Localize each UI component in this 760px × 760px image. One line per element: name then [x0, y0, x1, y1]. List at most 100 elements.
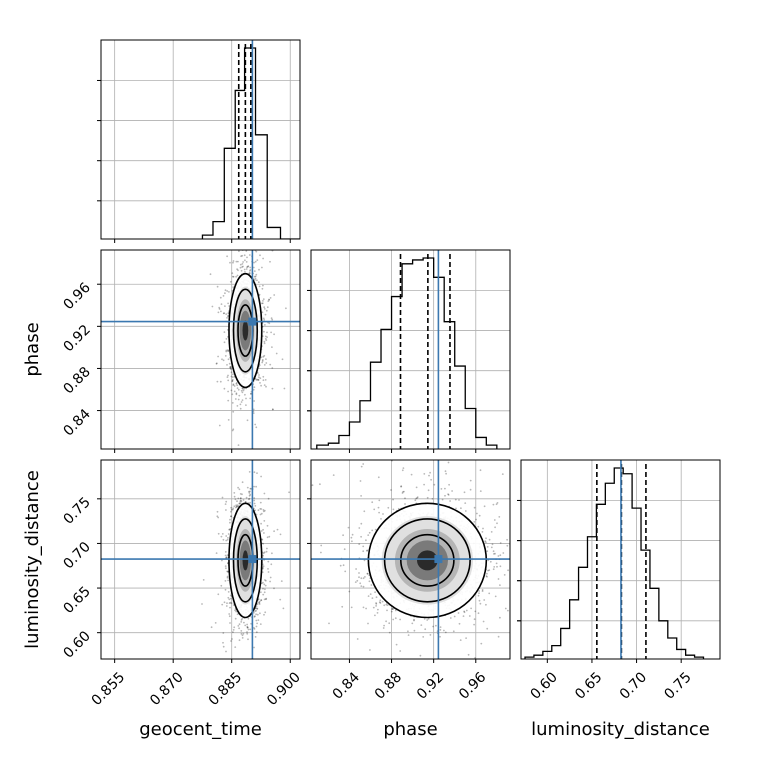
sample-point: [238, 502, 241, 504]
sample-point: [269, 363, 272, 366]
sample-point: [269, 580, 271, 583]
sample-point: [457, 612, 460, 614]
histogram-bar: [659, 621, 668, 659]
sample-point: [227, 537, 229, 539]
sample-point: [238, 627, 241, 630]
sample-point: [201, 603, 203, 605]
sample-point: [263, 613, 265, 616]
sample-point: [237, 486, 240, 489]
sample-point: [238, 639, 241, 642]
sample-point: [230, 375, 233, 378]
sample-point: [441, 498, 444, 501]
sample-point: [263, 583, 266, 586]
sample-point: [226, 290, 229, 292]
sample-point: [262, 528, 264, 531]
sample-point: [249, 493, 252, 496]
sample-point: [209, 273, 212, 276]
sample-point: [221, 533, 224, 535]
sample-point: [231, 378, 234, 381]
sample-point: [246, 451, 248, 453]
sample-point: [262, 587, 264, 590]
sample-point: [427, 618, 430, 620]
sample-point: [226, 602, 228, 605]
sample-point: [263, 492, 266, 495]
sample-point: [230, 640, 232, 642]
sample-point: [244, 393, 246, 396]
sample-point: [249, 397, 252, 400]
sample-point: [224, 292, 226, 295]
sample-point: [447, 494, 450, 496]
sample-point: [261, 361, 264, 364]
sample-point: [401, 469, 404, 472]
sample-point: [250, 392, 252, 395]
sample-point: [275, 352, 278, 355]
sample-point: [254, 615, 256, 618]
sample-point: [515, 666, 517, 668]
sample-point: [266, 306, 269, 309]
sample-point: [463, 491, 466, 494]
sample-point: [239, 407, 242, 410]
sample-point: [429, 634, 432, 636]
sample-point: [232, 275, 235, 278]
sample-point: [221, 358, 223, 361]
sample-point: [439, 629, 442, 631]
contour-line: [228, 272, 263, 389]
sample-point: [240, 500, 243, 503]
sample-point: [407, 634, 410, 636]
sample-point: [526, 543, 528, 545]
sample-point: [266, 547, 268, 550]
sample-point: [227, 419, 230, 421]
sample-point: [261, 266, 263, 269]
sample-point: [282, 607, 285, 610]
sample-point: [245, 268, 248, 270]
sample-point: [262, 554, 264, 557]
sample-point: [484, 540, 487, 543]
sample-point: [249, 490, 251, 493]
grid-lines: [101, 250, 300, 449]
sample-point: [269, 297, 272, 299]
sample-point: [228, 598, 231, 601]
histogram-bar: [360, 401, 371, 449]
histogram-step: [524, 467, 705, 659]
sample-point: [239, 497, 242, 499]
truth-marker: [248, 317, 257, 326]
sample-point: [401, 449, 403, 451]
sample-point: [448, 483, 450, 486]
sample-point: [258, 601, 260, 604]
sample-point: [265, 385, 267, 388]
sample-point: [249, 270, 251, 272]
sample-point: [368, 580, 371, 583]
sample-point: [253, 497, 256, 499]
density-fill: [242, 320, 249, 341]
sample-point: [423, 618, 426, 620]
sample-point: [230, 515, 232, 518]
sample-point: [426, 619, 429, 621]
sample-point: [359, 480, 362, 482]
sample-point: [482, 620, 485, 623]
sample-point: [228, 615, 231, 618]
sample-point: [240, 255, 243, 258]
density-fill: [242, 550, 249, 571]
sample-point: [328, 622, 330, 625]
sample-point: [268, 535, 271, 538]
sample-point: [486, 575, 488, 578]
sample-point: [226, 376, 229, 378]
sample-point: [220, 535, 223, 538]
sample-point: [392, 618, 395, 621]
sample-point: [236, 405, 239, 407]
sample-point: [236, 500, 238, 503]
sample-point: [245, 404, 247, 406]
sample-point: [465, 637, 467, 639]
sample-point: [239, 497, 242, 500]
sample-point: [367, 534, 370, 536]
sample-point: [473, 506, 476, 509]
sample-point: [252, 611, 255, 614]
sample-point: [249, 266, 252, 269]
sample-point: [225, 556, 228, 558]
sample-point: [371, 529, 374, 532]
sample-point: [478, 514, 481, 517]
sample-point: [244, 624, 247, 627]
sample-point: [226, 554, 229, 556]
sample-point: [254, 260, 257, 263]
sample-point: [344, 570, 347, 573]
